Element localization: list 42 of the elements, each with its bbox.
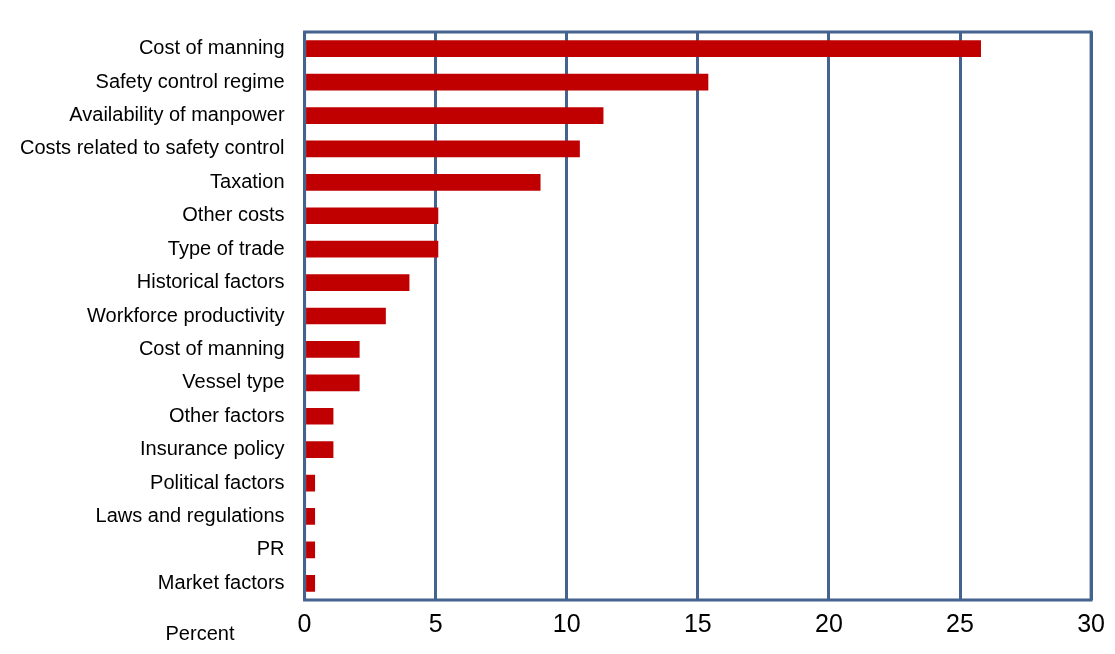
y-tick-label: Insurance policy xyxy=(140,437,285,460)
y-tick-label: Taxation xyxy=(210,169,285,192)
bar xyxy=(306,274,410,291)
bar xyxy=(306,407,334,425)
y-tick-label: Costs related to safety control xyxy=(19,136,285,159)
y-tick-label: Safety control regime xyxy=(95,69,285,92)
bar xyxy=(306,474,316,492)
y-tick-label: Vessel type xyxy=(182,370,285,393)
bar xyxy=(306,207,439,225)
x-axis-title: Percent xyxy=(165,621,235,644)
y-tick-label: Workforce productivity xyxy=(87,303,285,326)
bar xyxy=(306,441,334,458)
x-tick-label: 5 xyxy=(428,608,443,637)
y-tick-label: Cost of manning xyxy=(138,336,285,359)
y-tick-label: Availability of manpower xyxy=(69,103,285,126)
bar xyxy=(306,574,316,592)
y-tick-label: Other factors xyxy=(168,403,285,426)
x-tick-label: 0 xyxy=(297,608,312,637)
x-tick-label: 20 xyxy=(815,608,843,637)
x-tick-label: 10 xyxy=(552,608,581,637)
bar xyxy=(306,73,709,91)
y-tick-label: Type of trade xyxy=(167,236,285,259)
x-tick-label: 30 xyxy=(1077,608,1105,637)
bar xyxy=(306,140,580,158)
bar xyxy=(306,174,541,191)
x-tick-label: 25 xyxy=(946,608,974,637)
y-tick-label: Political factors xyxy=(150,470,285,493)
y-tick-label: Market factors xyxy=(157,570,285,593)
bar xyxy=(306,374,360,392)
bar xyxy=(306,107,604,124)
y-tick-label: Historical factors xyxy=(136,270,285,293)
bar xyxy=(306,40,981,58)
bar xyxy=(306,508,316,525)
x-tick-label: 15 xyxy=(683,608,712,637)
bar xyxy=(306,240,439,258)
bar xyxy=(306,541,316,559)
y-tick-label: PR xyxy=(256,537,285,560)
y-tick-label: Laws and regulations xyxy=(95,503,285,526)
y-tick-label: Other costs xyxy=(182,203,285,226)
y-tick-label: Cost of manning xyxy=(138,36,285,59)
bar xyxy=(306,307,386,325)
bar xyxy=(306,341,360,358)
